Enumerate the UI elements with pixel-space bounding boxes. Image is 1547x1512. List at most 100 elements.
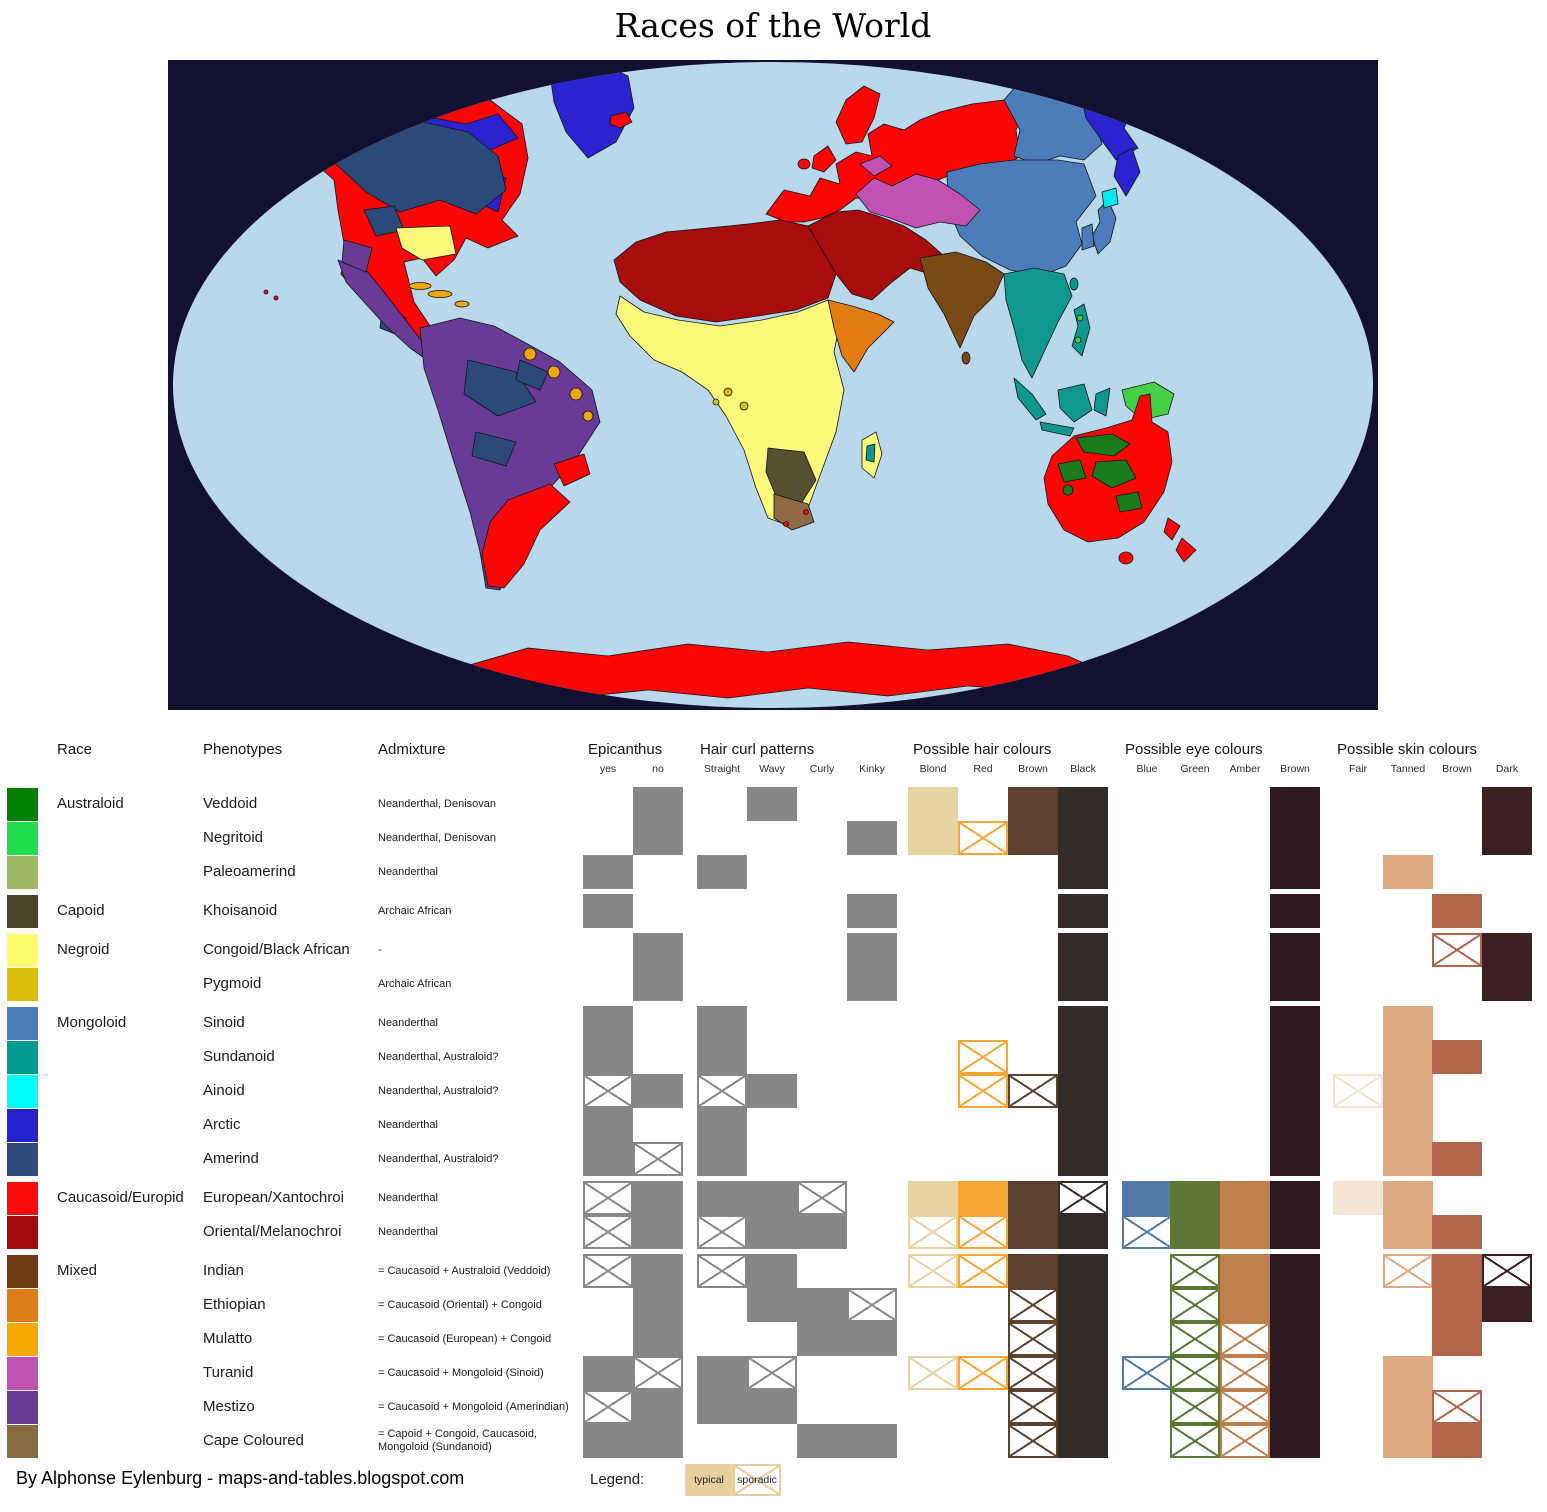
matrix-cell-eye-brown-typical [1270,1424,1320,1458]
race-group-label: Capoid [57,902,105,919]
race-swatch [7,787,38,821]
region-borneo [1057,383,1093,423]
matrix-cell-hair-red-sporadic [958,1074,1008,1108]
region-australoid-4 [1115,491,1143,513]
matrix-cell-skin-fair-sporadic [1333,1074,1383,1108]
matrix-cell-hair-red-sporadic [958,1215,1008,1249]
admixture-label: Neanderthal, Denisovan [378,797,497,810]
matrix-cell-epicanthus-no-typical [633,1254,683,1288]
column-subheader-epicanthus-yes: yes [599,763,617,775]
matrix-cell-hair_curl-straight-sporadic [697,1215,747,1249]
race-group-label: Australoid [57,795,124,812]
region-pygmoid-3 [712,398,720,406]
matrix-cell-hair-blond-typical [908,787,958,821]
race-swatch [7,1006,38,1040]
matrix-cell-eye-green-sporadic [1170,1322,1220,1356]
matrix-cell-skin-tanned-typical [1383,1356,1433,1390]
admixture-label: Neanderthal [378,865,438,878]
matrix-cell-hair_curl-straight-typical [697,1040,747,1074]
matrix-cell-hair_curl-straight-typical [697,1142,747,1176]
matrix-cell-skin-brown-typical [1432,1424,1482,1458]
matrix-cell-eye-green-sporadic [1170,1288,1220,1322]
column-subheader-eye-brown: Brown [1280,763,1310,775]
matrix-cell-epicanthus-no-typical [633,1181,683,1215]
admixture-label: Neanderthal, Australoid? [378,1152,499,1165]
column-group-header-eye: Possible eye colours [1125,741,1263,758]
matrix-cell-hair_curl-wavy-typical [747,1074,797,1108]
matrix-cell-hair-red-sporadic [958,1040,1008,1074]
matrix-cell-eye-blue-sporadic [1122,1215,1172,1249]
matrix-cell-eye-brown-typical [1270,1322,1320,1356]
matrix-cell-hair-blond-sporadic [908,1254,958,1288]
matrix-cell-skin-tanned-typical [1383,1074,1433,1108]
matrix-cell-epicanthus-yes-typical [583,1108,633,1142]
race-group-label: Mixed [57,1262,98,1279]
matrix-cell-skin-tanned-typical [1383,1108,1433,1142]
region-sri-lanka [961,351,971,365]
matrix-cell-hair-brown-sporadic [1008,1074,1058,1108]
matrix-cell-epicanthus-yes-sporadic [583,1254,633,1288]
region-southeast-asia [1003,267,1073,379]
region-brazil-coast-3 [569,387,583,401]
matrix-cell-hair_curl-kinky-typical [847,894,897,928]
matrix-cell-eye-green-sporadic [1170,1390,1220,1424]
matrix-cell-hair-blond-sporadic [908,1215,958,1249]
matrix-cell-hair_curl-kinky-typical [847,821,897,855]
matrix-cell-eye-amber-sporadic [1220,1390,1270,1424]
column-subheader-skin-dark: Dark [1495,763,1519,775]
admixture-label: = Caucasoid + Mongoloid (Sinoid) [378,1366,544,1379]
matrix-cell-hair-black-typical [1058,1215,1108,1249]
matrix-cell-skin-brown-sporadic [1432,1390,1482,1424]
region-brazil-coast-4 [582,410,594,422]
matrix-cell-hair_curl-wavy-typical [747,1288,797,1322]
race-swatch [7,1390,38,1424]
phenotype-label: Ainoid [203,1082,245,1099]
column-group-header-skin: Possible skin colours [1337,741,1478,758]
matrix-cell-hair_curl-curly-typical [797,1288,847,1322]
world-map [168,60,1378,710]
admixture-label: = Caucasoid + Mongoloid (Amerindian) [378,1400,569,1413]
phenotype-label: Arctic [203,1116,241,1133]
matrix-cell-hair-black-typical [1058,1142,1108,1176]
column-subheader-hair_curl-curly: Curly [809,763,835,775]
matrix-cell-epicanthus-yes-typical [583,1006,633,1040]
matrix-cell-hair-black-typical [1058,1108,1108,1142]
matrix-cell-hair-black-typical [1058,787,1108,821]
column-subheader-eye-green: Green [1180,763,1210,775]
region-caribbean-1 [408,282,432,290]
matrix-cell-epicanthus-yes-sporadic [583,1074,633,1108]
race-swatch [7,1288,38,1322]
matrix-cell-epicanthus-yes-typical [583,855,633,889]
matrix-cell-skin-dark-typical [1482,1288,1532,1322]
legend-label: Legend: [590,1471,645,1488]
matrix-cell-eye-green-sporadic [1170,1424,1220,1458]
matrix-cell-skin-dark-typical [1482,821,1532,855]
legend-sporadic-box: sporadic [733,1464,781,1496]
attribution-text: By Alphonse Eylenburg - maps-and-tables.… [16,1468,465,1488]
matrix-cell-epicanthus-yes-sporadic [583,1390,633,1424]
phenotype-label: Pygmoid [203,975,262,992]
race-swatch [7,821,38,855]
matrix-cell-skin-brown-typical [1432,1288,1482,1322]
matrix-cell-hair-red-sporadic [958,1254,1008,1288]
matrix-cell-eye-amber-typical [1220,1215,1270,1249]
race-swatch [7,967,38,1001]
matrix-cell-epicanthus-no-typical [633,1288,683,1322]
race-swatch [7,1108,38,1142]
matrix-cell-skin-tanned-typical [1383,1006,1433,1040]
phenotype-label: Ethiopian [203,1296,266,1313]
column-subheader-skin-brown: Brown [1442,763,1472,775]
matrix-cell-eye-brown-typical [1270,967,1320,1001]
admixture-label: = Capoid + Congoid, Caucasoid, Mongoloid… [378,1428,537,1453]
region-horn-of-africa [827,299,895,373]
matrix-cell-epicanthus-no-typical [633,1390,683,1424]
matrix-cell-hair_curl-straight-typical [697,855,747,889]
matrix-cell-hair-red-sporadic [958,1356,1008,1390]
race-swatch [7,1356,38,1390]
region-australoid-1 [1075,433,1131,457]
legend-sporadic-label: sporadic [737,1474,777,1486]
phenotype-label: Veddoid [203,795,258,812]
race-group-label: Mongoloid [57,1014,127,1031]
matrix-cell-epicanthus-no-sporadic [633,1142,683,1176]
race-swatch [7,894,38,928]
